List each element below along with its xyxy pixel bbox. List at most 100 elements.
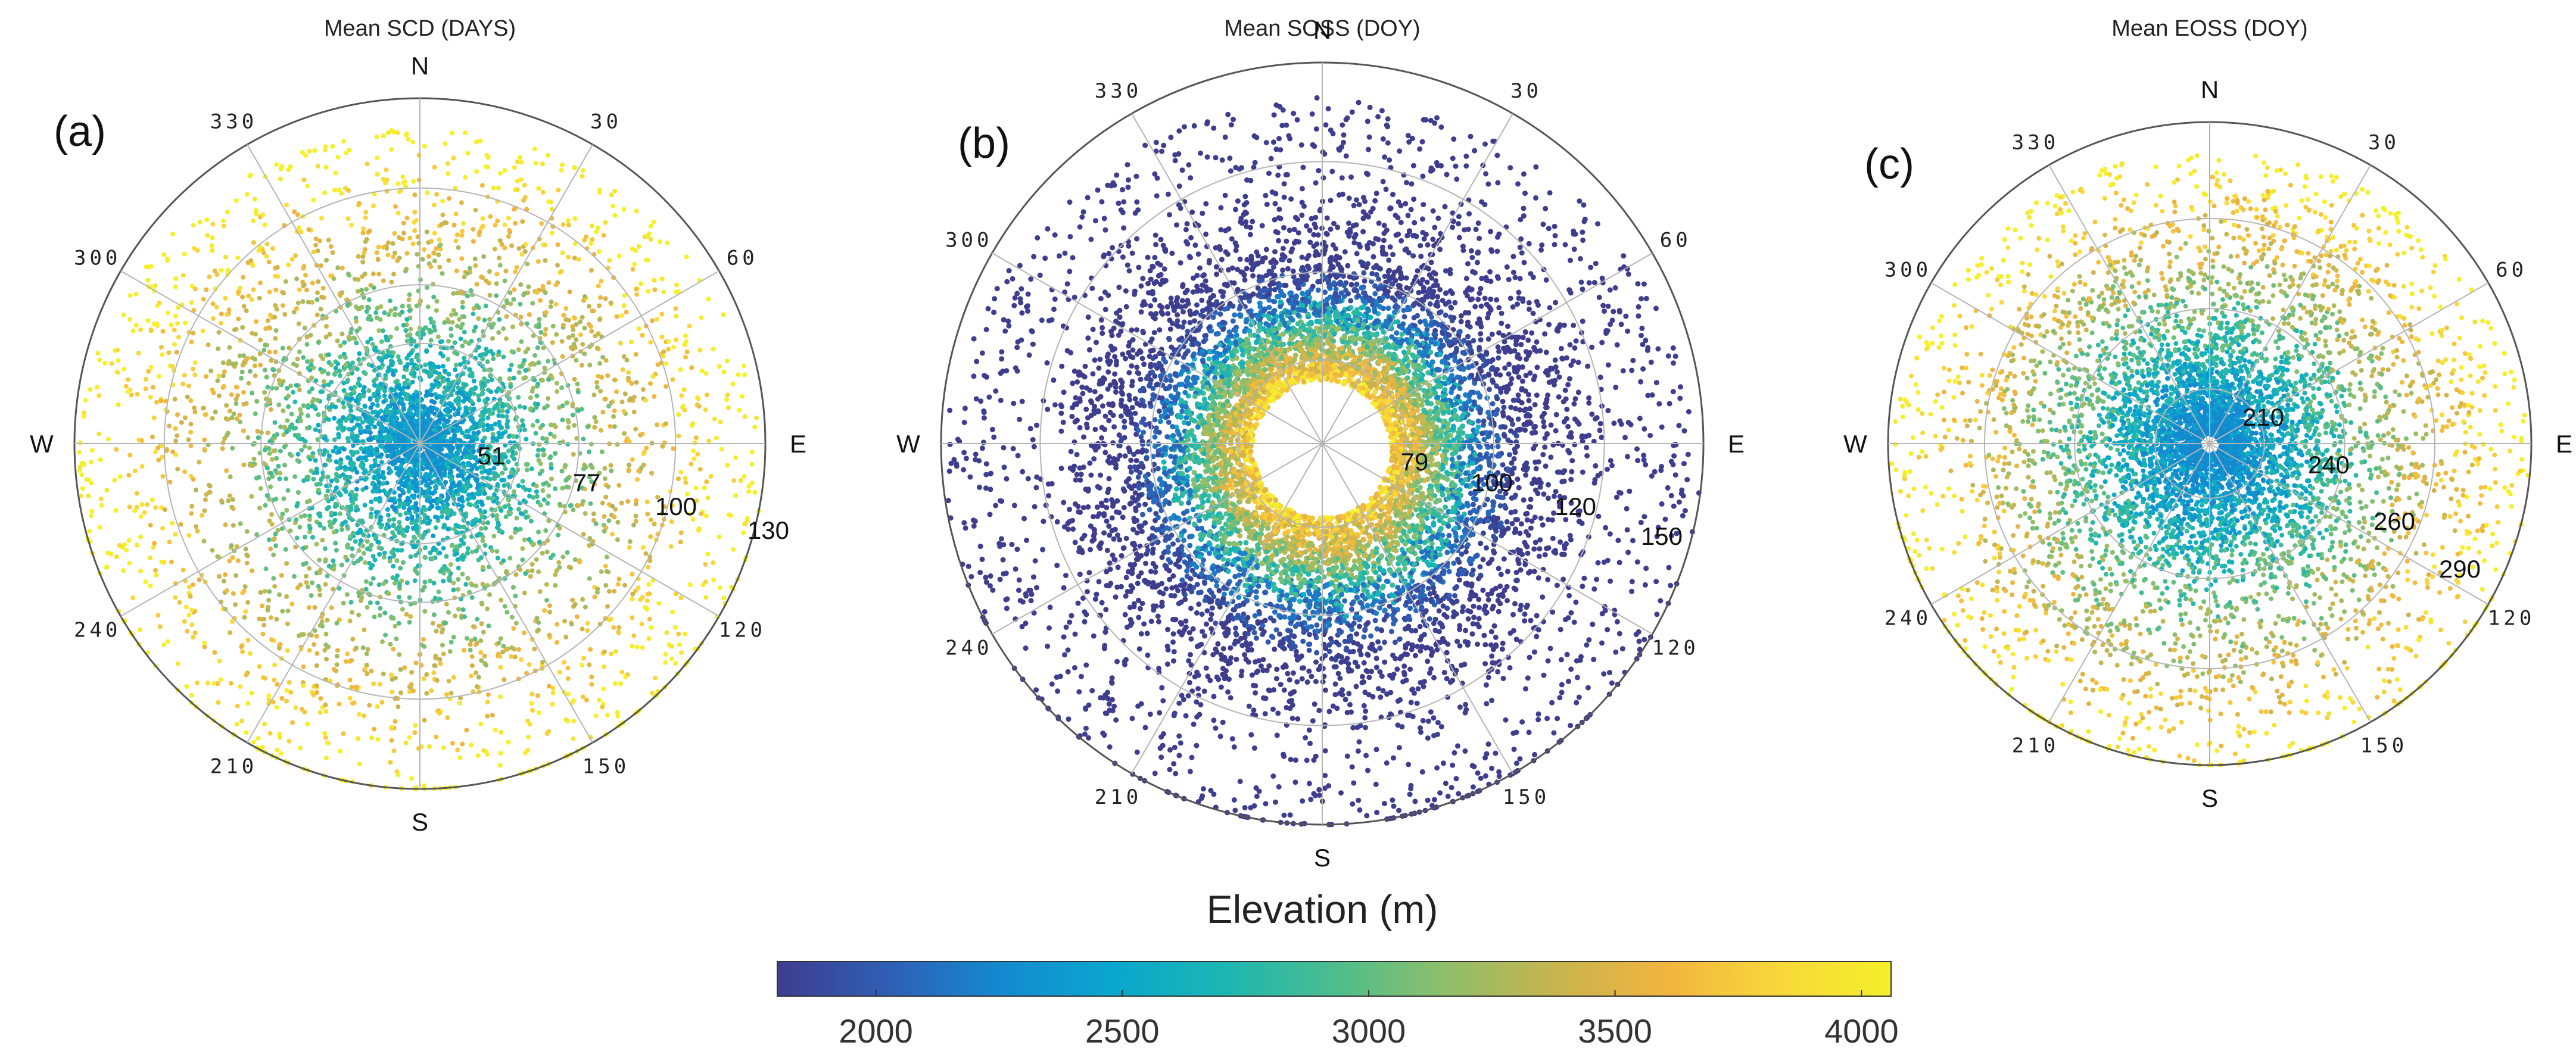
scatter-point <box>527 488 532 492</box>
scatter-point <box>305 342 310 347</box>
scatter-point <box>750 462 755 467</box>
scatter-point <box>407 595 412 600</box>
scatter-point <box>528 362 533 367</box>
scatter-point <box>446 171 450 176</box>
scatter-point <box>257 664 262 669</box>
scatter-point <box>562 619 567 623</box>
scatter-point <box>645 512 650 517</box>
scatter-point <box>634 380 639 385</box>
scatter-point <box>293 253 298 258</box>
scatter-point <box>711 578 716 582</box>
scatter-point <box>431 533 435 538</box>
scatter-point <box>603 466 608 471</box>
scatter-point <box>363 210 368 214</box>
scatter-point <box>557 441 562 445</box>
scatter-point <box>509 645 514 650</box>
scatter-point <box>705 552 710 557</box>
scatter-point <box>240 591 245 595</box>
scatter-point <box>203 508 207 513</box>
scatter-point <box>191 330 195 335</box>
scatter-point <box>612 425 617 429</box>
scatter-point <box>388 642 393 647</box>
scatter-point <box>254 209 258 214</box>
scatter-point <box>395 181 400 186</box>
scatter-point <box>435 506 440 510</box>
scatter-point <box>470 663 475 668</box>
scatter-point <box>536 360 541 365</box>
scatter-point <box>88 387 93 392</box>
scatter-point <box>453 614 457 619</box>
scatter-point <box>267 589 272 594</box>
scatter-point <box>303 326 307 330</box>
scatter-point <box>363 503 367 508</box>
scatter-point <box>446 357 450 362</box>
scatter-point <box>191 477 196 482</box>
scatter-point <box>711 347 715 351</box>
scatter-point <box>543 528 548 533</box>
scatter-point <box>529 519 534 523</box>
scatter-point <box>617 254 622 258</box>
scatter-point <box>219 311 224 316</box>
scatter-point <box>504 514 509 519</box>
scatter-point <box>434 735 438 740</box>
scatter-point <box>153 283 158 288</box>
scatter-point <box>304 288 309 292</box>
scatter-point <box>440 643 445 648</box>
scatter-point <box>256 435 261 440</box>
scatter-point <box>522 291 527 296</box>
scatter-point <box>522 631 527 635</box>
scatter-point <box>306 299 311 304</box>
scatter-point <box>189 398 194 403</box>
scatter-point <box>235 704 240 709</box>
scatter-point <box>263 342 267 347</box>
scatter-point <box>388 298 393 303</box>
scatter-point <box>261 623 266 628</box>
scatter-point <box>538 461 543 466</box>
scatter-point <box>635 477 640 482</box>
scatter-point <box>166 639 170 644</box>
scatter-point <box>341 405 346 410</box>
scatter-point <box>570 598 575 603</box>
scatter-point <box>459 233 464 238</box>
scatter-point <box>161 474 166 479</box>
scatter-point <box>612 189 617 194</box>
scatter-point <box>630 615 635 620</box>
scatter-point <box>354 304 359 309</box>
scatter-point <box>86 494 91 498</box>
scatter-point <box>268 485 273 489</box>
scatter-point <box>530 562 535 567</box>
scatter-point <box>444 554 448 559</box>
scatter-point <box>393 676 398 681</box>
scatter-point <box>355 450 360 455</box>
scatter-point <box>506 497 510 501</box>
scatter-point <box>637 244 641 249</box>
scatter-point <box>427 519 432 523</box>
scatter-point <box>511 434 516 439</box>
scatter-point <box>264 375 269 379</box>
scatter-point <box>121 568 126 573</box>
scatter-point <box>319 307 323 311</box>
scatter-point <box>114 554 119 559</box>
scatter-point <box>191 223 196 227</box>
scatter-point <box>719 447 724 452</box>
scatter-point <box>211 316 216 321</box>
scatter-point <box>342 388 347 393</box>
scatter-point <box>329 244 334 249</box>
scatter-point <box>322 731 327 736</box>
scatter-point <box>135 491 139 496</box>
scatter-point <box>284 202 289 207</box>
scatter-point <box>571 333 575 338</box>
scatter-point <box>426 254 431 259</box>
scatter-point <box>641 387 646 392</box>
scatter-point <box>376 245 381 249</box>
scatter-point <box>504 647 509 652</box>
scatter-point <box>416 241 421 246</box>
scatter-point <box>157 374 161 379</box>
scatter-point <box>491 356 496 361</box>
scatter-point <box>394 636 398 641</box>
scatter-point <box>267 537 272 542</box>
scatter-point <box>316 488 321 492</box>
scatter-point <box>324 657 329 662</box>
scatter-point <box>257 475 261 480</box>
scatter-point <box>201 329 205 333</box>
